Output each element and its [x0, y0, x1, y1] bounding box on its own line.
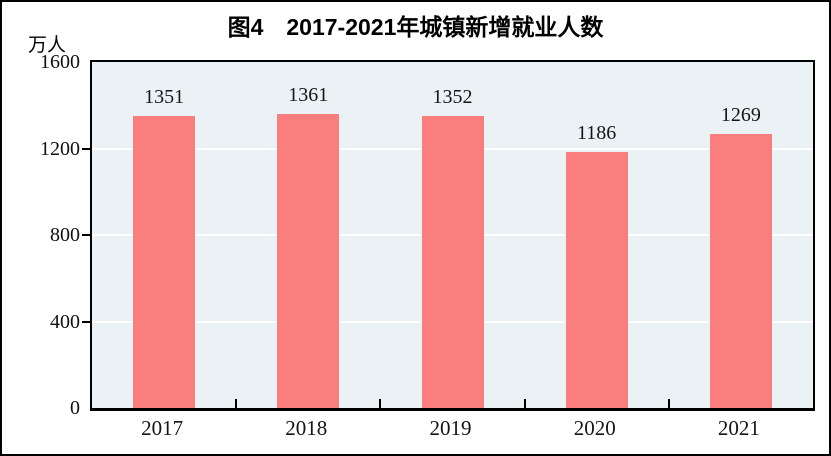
x-axis-label: 2018 [285, 416, 328, 440]
bar-value-label: 1361 [288, 83, 329, 106]
y-tick-label: 800 [50, 224, 80, 246]
bar-value-label: 1269 [720, 103, 761, 126]
x-tick-mark [379, 399, 382, 408]
x-tick-mark [523, 399, 526, 408]
y-tick-label: 1200 [40, 137, 80, 160]
x-axis-label: 2021 [717, 416, 760, 440]
x-axis-label: 2020 [573, 416, 616, 440]
y-tick-mark [82, 147, 90, 150]
y-axis-unit-label: 万人 [28, 35, 67, 56]
bar-2019 [421, 115, 484, 408]
bar-2018 [277, 113, 340, 408]
y-tick-mark [82, 234, 90, 236]
bar-value-label: 1352 [432, 85, 473, 108]
y-tick-mark [82, 320, 90, 323]
bar-2017 [133, 115, 196, 408]
y-tick-label: 400 [50, 310, 80, 333]
x-tick-mark [235, 399, 238, 408]
x-axis-label: 2019 [429, 416, 472, 440]
bar-value-label: 1186 [577, 121, 617, 144]
plot-area: 1351 1361 1352 1186 1269 [90, 60, 815, 411]
x-axis-label: 2017 [141, 416, 184, 440]
bar-2021 [709, 133, 772, 408]
x-tick-mark [667, 399, 670, 408]
x-axis: 2017 2018 2019 2020 2021 [90, 416, 815, 442]
y-axis: 0 400 800 1200 1600 [2, 51, 90, 419]
y-tick-label: 0 [70, 397, 80, 419]
y-tick-label: 1600 [40, 51, 80, 73]
bar-value-label: 1351 [144, 85, 185, 108]
chart-title: 图4 2017-2021年城镇新增就业人数 [227, 14, 604, 40]
plot-inner: 1351 1361 1352 1186 1269 [92, 62, 813, 408]
bar-2020 [565, 151, 628, 408]
